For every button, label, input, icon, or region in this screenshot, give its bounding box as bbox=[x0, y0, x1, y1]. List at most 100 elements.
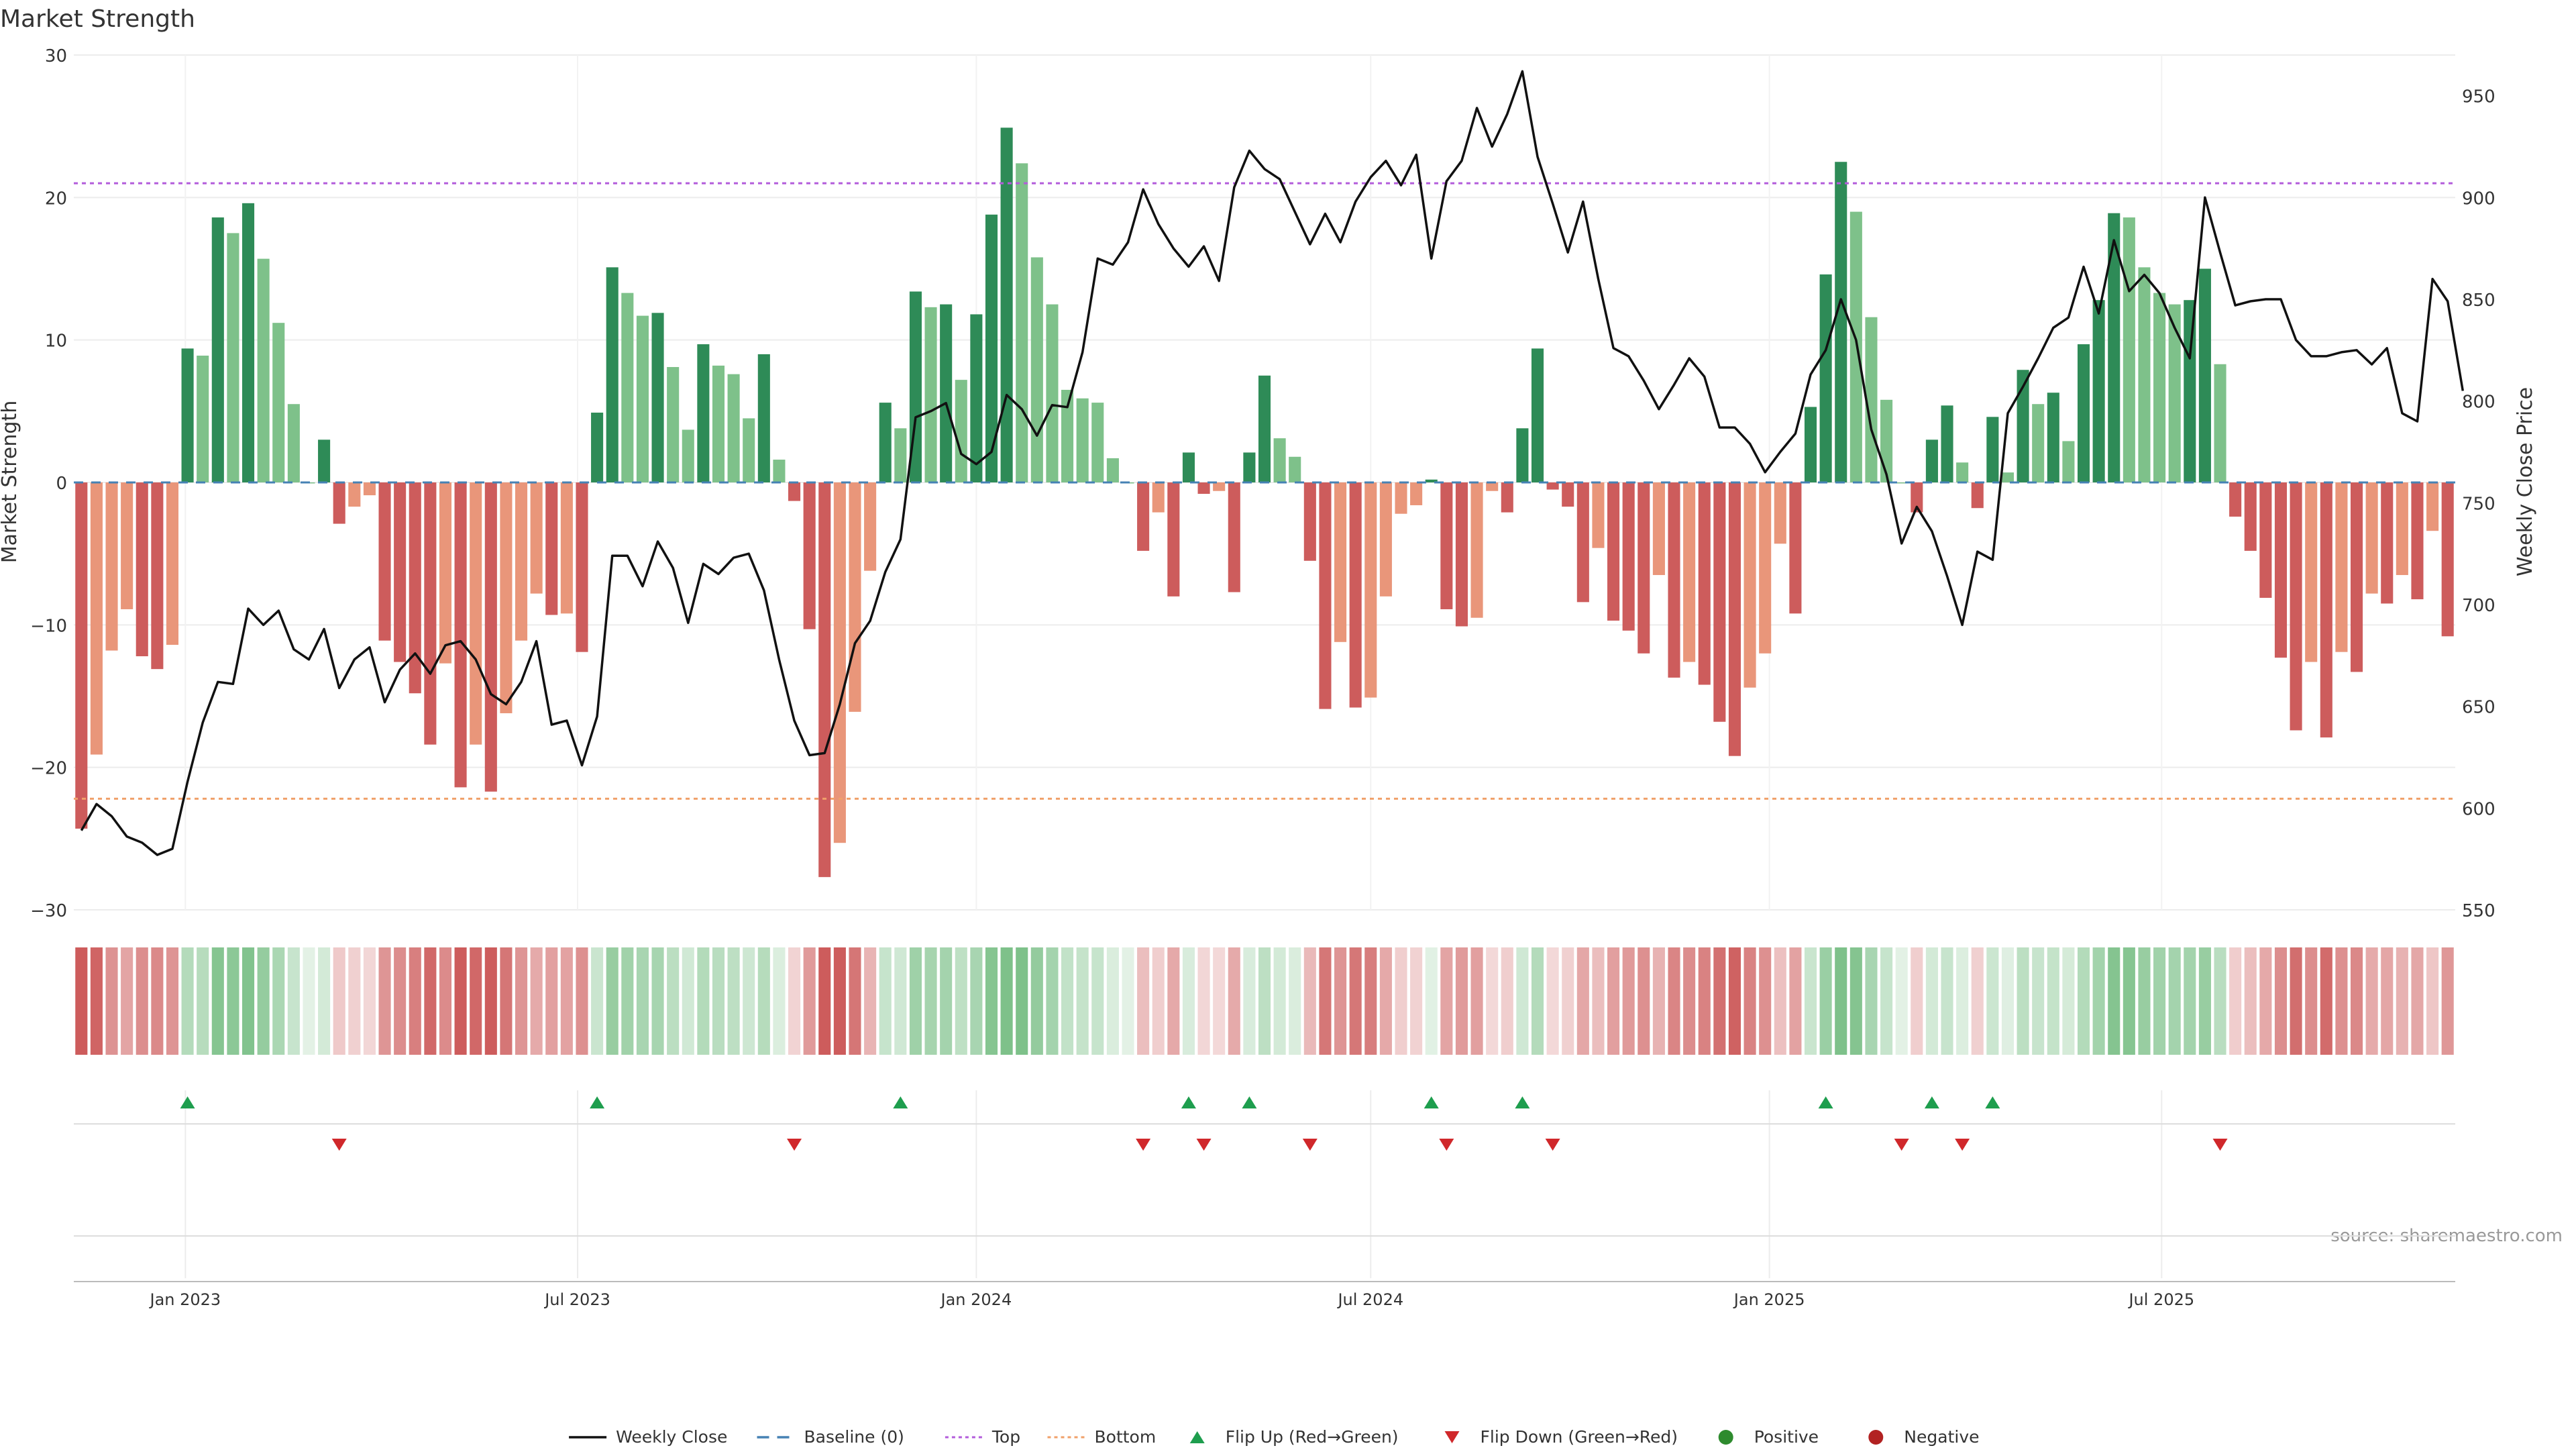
strength-bar bbox=[1334, 482, 1347, 642]
heat-cell bbox=[2168, 947, 2181, 1055]
strength-bar bbox=[924, 307, 937, 482]
strength-bar bbox=[2153, 293, 2166, 482]
heat-cell bbox=[2138, 947, 2151, 1055]
heat-cell bbox=[105, 947, 118, 1055]
y-tick-label: −30 bbox=[30, 901, 67, 921]
strength-bar bbox=[1638, 482, 1650, 654]
flip-up-marker bbox=[1242, 1096, 1257, 1108]
heat-cell bbox=[484, 947, 497, 1055]
reference-lines bbox=[74, 182, 2455, 800]
flip-up-marker bbox=[1515, 1096, 1530, 1108]
flip-down-marker bbox=[1196, 1139, 1212, 1151]
heat-cell bbox=[1819, 947, 1832, 1055]
heat-cell bbox=[1046, 947, 1059, 1055]
heat-cell bbox=[90, 947, 103, 1055]
legend-label: Flip Down (Green→Red) bbox=[1481, 1427, 1678, 1447]
legend-swatch bbox=[1718, 1430, 1733, 1445]
heat-cell bbox=[2411, 947, 2424, 1055]
x-tick-label: Jul 2024 bbox=[1336, 1290, 1403, 1309]
heat-cell bbox=[1516, 947, 1529, 1055]
weekly-close-line bbox=[80, 70, 2465, 856]
strength-bar bbox=[2274, 482, 2288, 658]
heat-cell bbox=[1228, 947, 1240, 1055]
strength-bar bbox=[1046, 304, 1059, 482]
strength-bar bbox=[2092, 300, 2105, 482]
strength-bar bbox=[121, 482, 133, 609]
strength-bar bbox=[1167, 482, 1180, 597]
heat-cell bbox=[712, 947, 725, 1055]
strength-bar bbox=[515, 482, 528, 641]
legend-swatch bbox=[1189, 1431, 1205, 1443]
heat-cell bbox=[2047, 947, 2059, 1055]
strength-bar bbox=[1349, 482, 1362, 708]
heat-cell bbox=[1728, 947, 1741, 1055]
heat-cell bbox=[1774, 947, 1786, 1055]
strength-bar bbox=[181, 348, 194, 482]
strength-bar bbox=[1562, 482, 1574, 507]
flip-down-marker bbox=[1439, 1139, 1454, 1151]
strength-bar bbox=[378, 482, 391, 641]
heat-cell bbox=[545, 947, 558, 1055]
weekly-close-path bbox=[80, 70, 2465, 856]
y2-tick-label: 750 bbox=[2462, 494, 2496, 514]
heat-cell bbox=[1683, 947, 1696, 1055]
strength-bar bbox=[1289, 456, 1301, 482]
strength-bar bbox=[1652, 482, 1665, 576]
strength-bar bbox=[1911, 482, 1923, 513]
heat-cell bbox=[500, 947, 513, 1055]
strength-bar bbox=[1546, 482, 1559, 490]
strength-bar bbox=[2259, 482, 2272, 598]
strength-bar bbox=[1880, 399, 1893, 482]
heat-cell bbox=[1379, 947, 1392, 1055]
heat-cell bbox=[75, 947, 88, 1055]
strength-bar bbox=[424, 482, 437, 745]
strength-bar bbox=[2441, 482, 2454, 637]
strength-bar bbox=[2138, 267, 2151, 482]
strength-bar bbox=[2381, 482, 2394, 604]
heat-cell bbox=[1258, 947, 1271, 1055]
strength-bar bbox=[1622, 482, 1635, 631]
legend-item: Top bbox=[945, 1427, 1020, 1447]
heat-cell bbox=[166, 947, 179, 1055]
heat-cell bbox=[181, 947, 194, 1055]
strength-bar bbox=[197, 356, 209, 482]
heat-cell bbox=[1562, 947, 1574, 1055]
strength-bar bbox=[90, 482, 103, 755]
heat-cell bbox=[287, 947, 300, 1055]
strength-bar bbox=[803, 482, 816, 629]
heat-cell bbox=[241, 947, 255, 1055]
heat-cell bbox=[2274, 947, 2288, 1055]
heat-cell bbox=[1395, 947, 1407, 1055]
strength-bar bbox=[970, 314, 983, 482]
heat-cell bbox=[1061, 947, 1074, 1055]
heat-cell bbox=[788, 947, 801, 1055]
strength-bar bbox=[1683, 482, 1696, 662]
heat-cell bbox=[743, 947, 755, 1055]
heat-cell bbox=[272, 947, 285, 1055]
heat-cell bbox=[1895, 947, 1908, 1055]
heat-cell bbox=[1668, 947, 1680, 1055]
heat-cell bbox=[211, 947, 224, 1055]
strength-bar bbox=[2047, 393, 2059, 482]
y-tick-label: 30 bbox=[45, 46, 67, 66]
legend-swatch bbox=[1868, 1430, 1884, 1445]
heat-cell bbox=[2365, 947, 2378, 1055]
strength-bar bbox=[1303, 482, 1316, 561]
heat-cell bbox=[1849, 947, 1862, 1055]
heat-cell bbox=[2426, 947, 2439, 1055]
strength-bar bbox=[1774, 482, 1786, 544]
strength-bar bbox=[1319, 482, 1332, 709]
strength-bar bbox=[105, 482, 118, 651]
heat-cell bbox=[1576, 947, 1589, 1055]
strength-bar bbox=[2365, 482, 2378, 594]
heat-cell bbox=[439, 947, 452, 1055]
axes: −30 −20 −10 0 10 20 30 550 600 650 700 750 800 850 900… bbox=[30, 46, 2496, 921]
heat-cell bbox=[1607, 947, 1620, 1055]
heat-cell bbox=[1000, 947, 1013, 1055]
heat-cell bbox=[2032, 947, 2045, 1055]
y2-tick-label: 900 bbox=[2462, 189, 2496, 209]
heat-cell bbox=[1941, 947, 1953, 1055]
legend-item: Flip Down (Green→Red) bbox=[1444, 1427, 1678, 1447]
heat-cell bbox=[560, 947, 573, 1055]
